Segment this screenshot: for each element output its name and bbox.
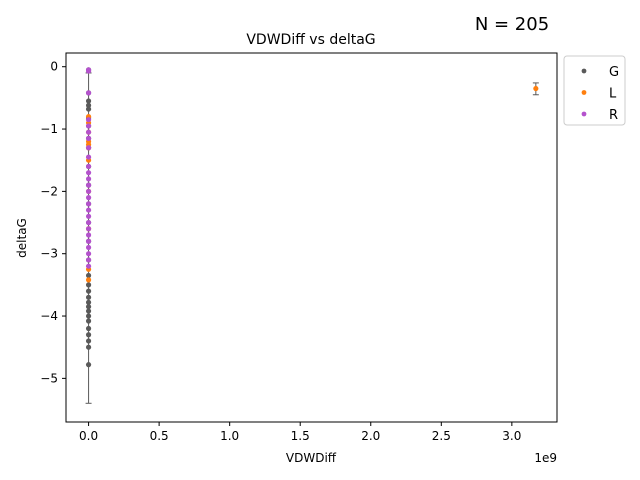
x-tick-label: 3.0	[502, 429, 521, 443]
data-point-r	[85, 232, 92, 238]
data-point-g	[85, 272, 92, 279]
legend-box	[563, 55, 626, 126]
data-point-r	[85, 176, 92, 182]
x-tick-label: 2.0	[361, 429, 380, 443]
legend-label-r: R	[609, 108, 618, 123]
y-axis-title: deltaG	[15, 218, 29, 258]
chart-title: VDWDiff vs deltaG	[246, 32, 375, 48]
legend-label-l: L	[609, 87, 617, 102]
data-point-r	[85, 129, 92, 135]
data-point-r	[85, 207, 92, 213]
data-point-g	[85, 308, 92, 314]
data-point-r	[85, 195, 92, 201]
x-axis-offset-label: 1e9	[534, 451, 557, 465]
data-point-r	[85, 117, 92, 123]
y-tick-label: −4	[40, 309, 58, 323]
x-tick-label: 1.5	[291, 429, 310, 443]
x-axis: 0.0 0.5 1.0 1.5 2.0 2.5 3.0	[79, 422, 521, 443]
data-point-g	[85, 299, 92, 305]
data-point-g	[85, 98, 92, 104]
plot-area	[85, 67, 539, 404]
data-point-r	[85, 135, 92, 141]
data-point-r	[85, 201, 92, 207]
data-point-g	[85, 325, 92, 332]
data-point-r	[85, 123, 92, 129]
data-point-g	[85, 338, 92, 344]
data-point-r	[85, 182, 92, 188]
data-point-r	[85, 68, 92, 74]
data-point-g	[85, 332, 92, 338]
data-point-r	[85, 244, 92, 251]
legend-marker-r	[581, 111, 587, 117]
data-point-r	[85, 251, 92, 257]
y-tick-label: 0	[50, 60, 58, 74]
data-point-g	[85, 362, 92, 368]
sample-count-label: N = 205	[475, 14, 549, 35]
data-point-r	[85, 219, 92, 226]
data-point-r	[85, 226, 92, 232]
data-point-r	[85, 145, 92, 151]
legend-marker-l	[581, 90, 587, 95]
x-tick-label: 0.5	[150, 429, 169, 443]
data-point-r	[85, 238, 92, 244]
x-tick-label: 1.0	[220, 429, 239, 443]
data-point-r	[85, 170, 92, 176]
legend-marker-g	[581, 68, 587, 74]
data-point-r	[85, 90, 92, 96]
y-axis: 0 −1 −2 −3 −4 −5	[40, 60, 66, 385]
data-point-g	[85, 313, 92, 319]
data-point-g	[85, 102, 92, 108]
data-point-g	[85, 318, 92, 324]
data-point-g	[85, 294, 92, 300]
data-point-r	[85, 263, 92, 269]
y-tick-label: −3	[40, 247, 58, 261]
data-point-g	[85, 304, 92, 310]
data-point-r	[85, 163, 92, 170]
plot-frame	[65, 52, 558, 423]
data-point-l	[533, 85, 539, 92]
x-tick-label: 0.0	[79, 429, 98, 443]
legend-label-g: G	[609, 65, 619, 80]
data-point-r	[85, 154, 92, 160]
y-tick-label: −2	[40, 184, 58, 198]
data-point-r	[85, 213, 92, 219]
data-point-l	[85, 277, 92, 283]
data-point-g	[85, 344, 92, 350]
legend: GLR	[563, 55, 626, 126]
data-point-r	[85, 257, 92, 263]
y-tick-label: −5	[40, 371, 58, 385]
data-point-g	[85, 282, 92, 288]
x-axis-title: VDWDiff	[286, 451, 337, 465]
data-point-r	[85, 188, 92, 194]
y-tick-label: −1	[40, 122, 58, 136]
data-point-g	[85, 106, 92, 112]
data-point-g	[85, 288, 92, 294]
x-tick-label: 2.5	[432, 429, 451, 443]
